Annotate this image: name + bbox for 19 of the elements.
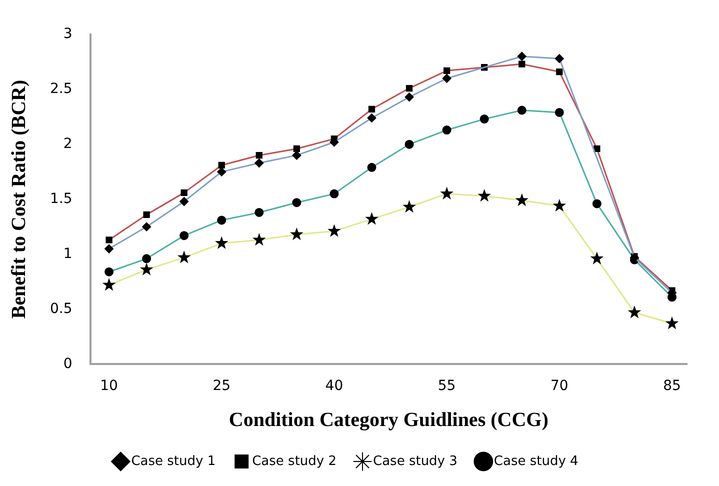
x-axis-title: Condition Category Guidlines (CCG) (228, 409, 548, 432)
x-tick-label: 85 (663, 378, 681, 394)
y-tick-label: 2.5 (50, 81, 72, 98)
y-tick-label: 1.5 (50, 190, 72, 207)
x-tick-label: 70 (550, 378, 568, 394)
y-tick-label: 0.5 (50, 300, 72, 317)
y-tick-label: 0 (63, 356, 72, 372)
x-tick-label: 40 (325, 378, 344, 394)
y-tick-label: 3 (63, 26, 72, 42)
legend-label: Case study 3 (373, 454, 458, 469)
x-tick-label: 25 (212, 378, 231, 394)
y-tick-label: 2 (63, 136, 72, 152)
x-tick-label: 10 (100, 378, 118, 394)
legend-label: Case study 1 (131, 454, 216, 469)
legend-label: Case study 2 (252, 454, 336, 469)
legend-label: Case study 4 (494, 454, 578, 469)
y-tick-label: 1 (63, 246, 72, 262)
x-tick-label: 55 (438, 378, 456, 394)
y-axis-title: Benefit to Cost Ratio (BCR) (8, 80, 30, 319)
